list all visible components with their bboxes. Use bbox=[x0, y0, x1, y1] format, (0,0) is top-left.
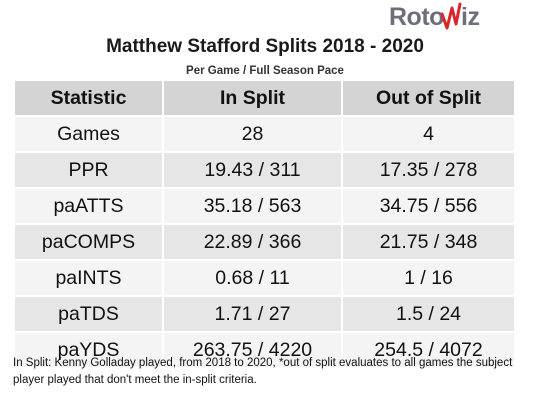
splits-table: Statistic In Split Out of Split Games 28… bbox=[15, 81, 514, 369]
cell-statistic: paYDS bbox=[15, 333, 164, 369]
header-in-split: In Split bbox=[164, 81, 343, 117]
table-row: paTDS 1.71 / 27 1.5 / 24 bbox=[15, 297, 514, 333]
cell-out-of-split: 4 bbox=[343, 117, 514, 153]
table-row: paATTS 35.18 / 563 34.75 / 556 bbox=[15, 189, 514, 225]
logo-v-spark-icon bbox=[441, 2, 462, 30]
cell-out-of-split: 34.75 / 556 bbox=[343, 189, 514, 225]
footnote: In Split: Kenny Golladay played, from 20… bbox=[13, 357, 513, 386]
cell-out-of-split: 1 / 16 bbox=[343, 261, 514, 297]
table-header-row: Statistic In Split Out of Split bbox=[15, 81, 514, 117]
cell-in-split: 22.89 / 366 bbox=[164, 225, 343, 261]
page-title: Matthew Stafford Splits 2018 - 2020 bbox=[106, 36, 424, 57]
header-statistic: Statistic bbox=[15, 81, 164, 117]
cell-out-of-split: 21.75 / 348 bbox=[343, 225, 514, 261]
cell-in-split: 263.75 / 4220 bbox=[164, 333, 343, 369]
table-row: paCOMPS 22.89 / 366 21.75 / 348 bbox=[15, 225, 514, 261]
cell-statistic: PPR bbox=[15, 153, 164, 189]
table-row: PPR 19.43 / 311 17.35 / 278 bbox=[15, 153, 514, 189]
table-row: paYDS 263.75 / 4220 254.5 / 4072 bbox=[15, 333, 514, 369]
cell-statistic: paATTS bbox=[15, 189, 164, 225]
logo-text-iz: iz bbox=[461, 3, 480, 31]
cell-in-split: 19.43 / 311 bbox=[164, 153, 343, 189]
table-row: paINTS 0.68 / 11 1 / 16 bbox=[15, 261, 514, 297]
cell-in-split: 28 bbox=[164, 117, 343, 153]
cell-in-split: 1.71 / 27 bbox=[164, 297, 343, 333]
cell-statistic: paCOMPS bbox=[15, 225, 164, 261]
cell-statistic: Games bbox=[15, 117, 164, 153]
cell-out-of-split: 17.35 / 278 bbox=[343, 153, 514, 189]
cell-out-of-split: 254.5 / 4072 bbox=[343, 333, 514, 369]
table-row: Games 28 4 bbox=[15, 117, 514, 153]
cell-in-split: 35.18 / 563 bbox=[164, 189, 343, 225]
page-subtitle: Per Game / Full Season Pace bbox=[186, 65, 344, 77]
logo-text-roto: Roto bbox=[389, 3, 444, 31]
cell-statistic: paTDS bbox=[15, 297, 164, 333]
cell-statistic: paINTS bbox=[15, 261, 164, 297]
cell-out-of-split: 1.5 / 24 bbox=[343, 297, 514, 333]
rotoviz-logo: Roto iz bbox=[389, 2, 499, 32]
cell-in-split: 0.68 / 11 bbox=[164, 261, 343, 297]
header-out-of-split: Out of Split bbox=[343, 81, 514, 117]
